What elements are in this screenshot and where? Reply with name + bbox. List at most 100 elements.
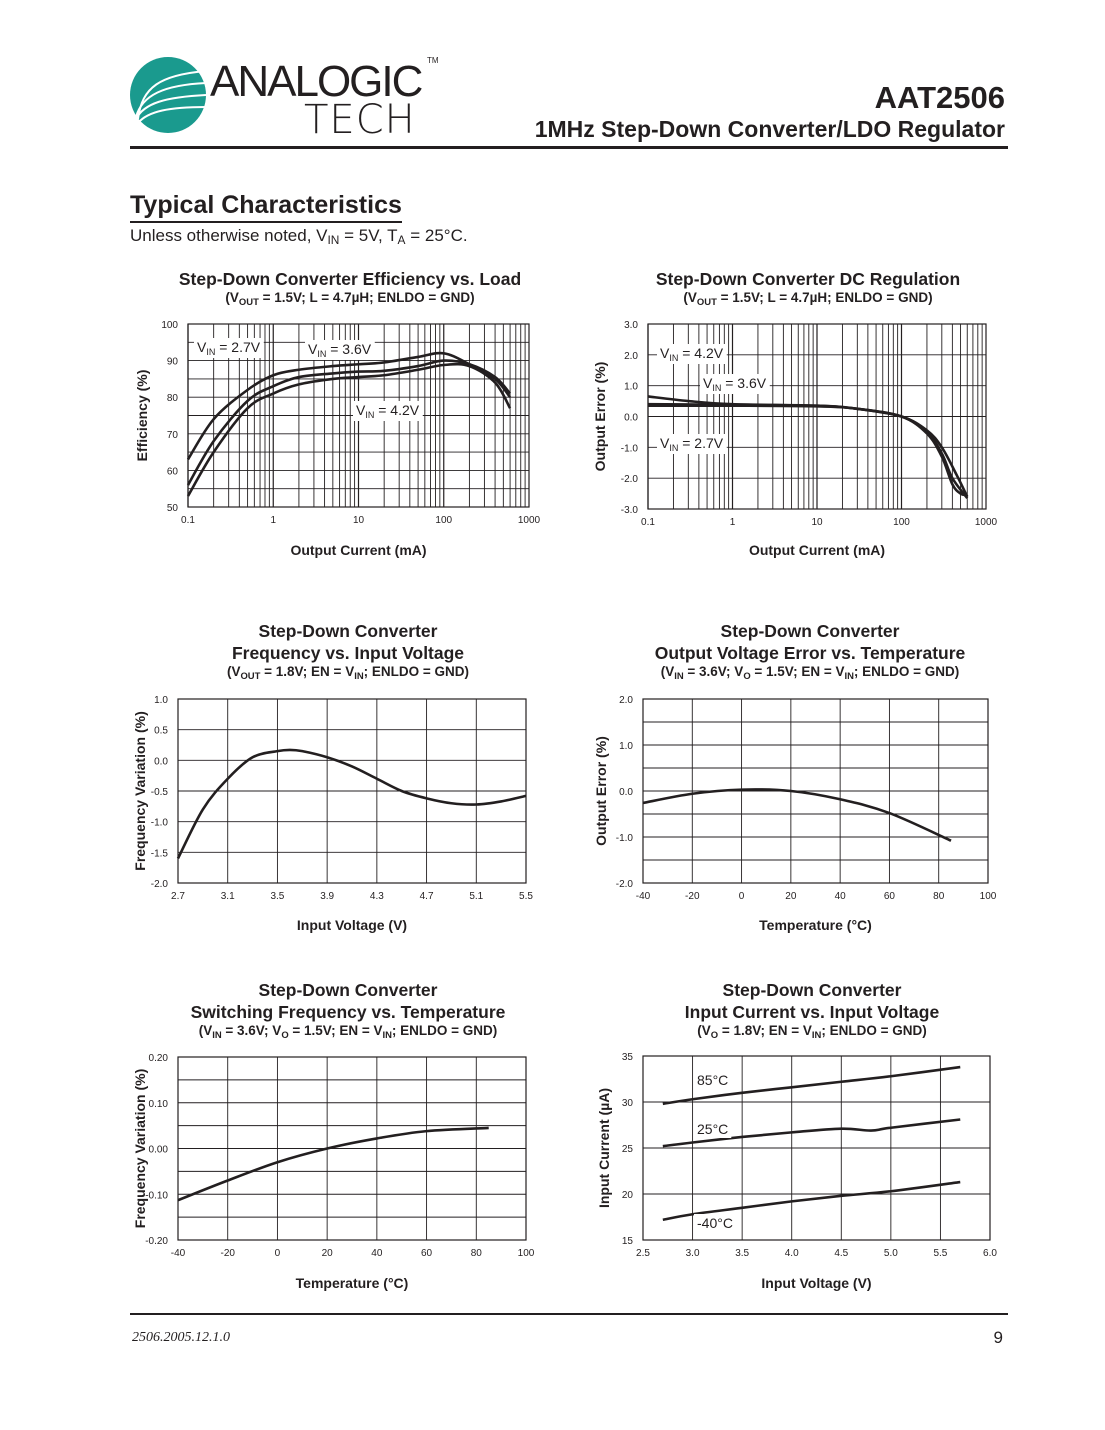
y-tick-label: 2.0 (624, 351, 638, 362)
y-tick-label: 90 (167, 357, 179, 368)
y-tick-label: -1.0 (616, 833, 634, 844)
x-tick-label: 0 (275, 1248, 281, 1259)
chart-title: Step-Down Converter (722, 980, 902, 1000)
series-line-2 (186, 362, 512, 497)
plot-frame (642, 1055, 991, 1241)
x-tick-label: -20 (220, 1248, 235, 1259)
company-logo: ANALOGIC TM TECH (130, 56, 440, 140)
series-label-background (694, 1214, 736, 1232)
chart-title: Input Current vs. Input Voltage (684, 1002, 940, 1022)
series-label: -40°C (697, 1215, 733, 1231)
y-tick-label: -2.0 (621, 474, 639, 485)
x-tick-label: 100 (435, 515, 452, 526)
page-number: 9 (993, 1328, 1003, 1347)
chart-0: 0.1 1 10 100 1000 50 60 70 80 90 100 Output Current… (134, 320, 541, 558)
series-label-background (194, 338, 264, 358)
chart-4: -40 -20 0 20 40 60 80 100 -0.20 -0.10 0.00 0.10 0.20… (132, 1053, 535, 1291)
y-tick-label: -1.0 (621, 443, 639, 454)
chart-title: Switching Frequency vs. Temperature (190, 1002, 506, 1022)
part-number: AAT2506 (874, 80, 1005, 115)
series-label-part: V (356, 402, 366, 418)
x-tick-label: 1 (730, 517, 736, 528)
y-tick-label: -2.0 (616, 879, 634, 890)
chart-subtitle: (VIN = 3.6V; VO = 1.5V; EN = VIN; ENLDO … (660, 664, 960, 682)
x-tick-label: 100 (893, 517, 910, 528)
series-label-part: V (660, 345, 670, 361)
product-title: 1MHz Step-Down Converter/LDO Regulator (534, 116, 1005, 142)
x-tick-label: 2.5 (636, 1248, 650, 1259)
y-axis-label: Output Error (%) (593, 736, 609, 846)
x-tick-label: 3.1 (221, 891, 235, 902)
y-tick-label: 0.00 (149, 1145, 169, 1156)
y-tick-label: 25 (622, 1144, 634, 1155)
logo-globe-icon (130, 57, 207, 133)
series-line-0 (176, 748, 527, 860)
x-axis-label: Input Voltage (V) (297, 917, 407, 933)
series-label-part: V (703, 375, 713, 391)
series-line-1 (186, 359, 512, 486)
y-axis-label: Frequency Variation (%) (132, 711, 148, 870)
x-tick-label: 10 (811, 517, 823, 528)
chart-subtitle: (VIN = 3.6V; VO = 1.5V; EN = VIN; ENLDO … (198, 1023, 498, 1041)
x-tick-label: 1 (270, 515, 276, 526)
chart-title: Frequency vs. Input Voltage (231, 643, 465, 663)
conditions-note: Unless otherwise noted, VIN = 5V, TA = 2… (130, 226, 468, 247)
header-rule (130, 146, 1008, 149)
x-tick-label: 4.7 (420, 891, 434, 902)
series-label-background (657, 434, 727, 454)
x-tick-label: 3.9 (320, 891, 334, 902)
chart-subtitle: (VOUT = 1.8V; EN = VIN; ENLDO = GND) (226, 664, 470, 682)
x-axis-label: Temperature (°C) (296, 1275, 409, 1291)
y-tick-label: -1.0 (151, 818, 169, 829)
y-tick-label: 3.0 (624, 320, 638, 331)
x-axis-label: Input Voltage (V) (761, 1275, 871, 1291)
x-tick-label: 3.0 (686, 1248, 700, 1259)
plot-frame (642, 698, 989, 884)
y-tick-label: 0.0 (624, 413, 638, 424)
y-tick-label: 20 (622, 1190, 634, 1201)
series-label-part: = 2.7V (678, 435, 723, 451)
chart-1: 0.1 1 10 100 1000 -3.0 -2.0 -1.0 0.0 1.0 2.0 3.0 Out… (592, 320, 998, 558)
chart-title: Step-Down Converter Efficiency vs. Load (178, 269, 522, 289)
x-tick-label: 3.5 (270, 891, 284, 902)
y-tick-label: 0.0 (154, 756, 168, 767)
series-label-part: -40°C (697, 1215, 733, 1231)
y-tick-label: 0.10 (149, 1099, 169, 1110)
series-label-background (694, 1071, 732, 1089)
chart-subtitle: (VO = 1.8V; EN = VIN; ENLDO = GND) (697, 1023, 927, 1041)
y-tick-label: 60 (167, 466, 179, 477)
y-tick-label: 1.0 (624, 382, 638, 393)
series-line-1 (662, 1118, 961, 1148)
y-axis-label: Frequency Variation (%) (132, 1069, 148, 1228)
x-tick-label: 60 (421, 1248, 433, 1259)
x-tick-label: 60 (884, 891, 896, 902)
series-label: VIN = 3.6V (703, 375, 767, 393)
series-label-part: IN (365, 410, 374, 420)
series-line-0 (177, 1126, 489, 1202)
footer-rule (130, 1313, 1008, 1315)
x-tick-label: 0.1 (641, 517, 655, 528)
x-tick-label: 1000 (518, 515, 541, 526)
chart-title: Step-Down Converter (258, 621, 438, 641)
series-label-part: IN (669, 443, 678, 453)
series-label: VIN = 3.6V (308, 341, 372, 359)
y-tick-label: -0.5 (151, 787, 169, 798)
series-label-part: V (660, 435, 670, 451)
x-tick-label: -20 (685, 891, 700, 902)
series-line-0 (186, 351, 512, 461)
x-tick-label: 80 (471, 1248, 483, 1259)
x-tick-label: 0.1 (181, 515, 195, 526)
y-tick-label: 1.0 (619, 741, 633, 752)
series-label-part: V (308, 341, 318, 357)
series-label-part: = 2.7V (215, 339, 260, 355)
y-tick-label: -2.0 (151, 879, 169, 890)
document-code: 2506.2005.12.1.0 (132, 1330, 230, 1345)
x-tick-label: 20 (785, 891, 797, 902)
x-axis-label: Output Current (mA) (290, 542, 426, 558)
series-line-2 (662, 1180, 961, 1222)
logo-text-top: ANALOGIC (210, 57, 423, 106)
x-tick-label: 1000 (975, 517, 998, 528)
x-tick-label: 10 (353, 515, 365, 526)
y-tick-label: 0.5 (154, 726, 168, 737)
